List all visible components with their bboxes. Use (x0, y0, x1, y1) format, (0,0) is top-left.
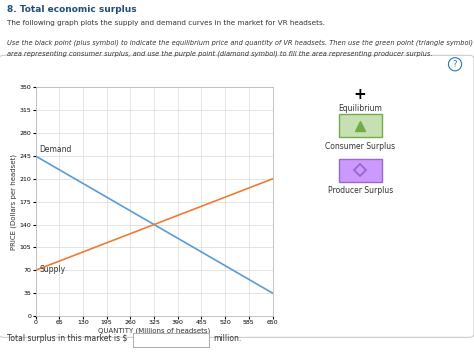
Text: The following graph plots the supply and demand curves in the market for VR head: The following graph plots the supply and… (7, 20, 325, 26)
Text: area representing consumer surplus, and use the purple point (diamond symbol) to: area representing consumer surplus, and … (7, 51, 433, 57)
Text: Producer Surplus: Producer Surplus (328, 186, 393, 196)
Text: ?: ? (453, 60, 457, 69)
Y-axis label: PRICE (Dollars per headset): PRICE (Dollars per headset) (10, 154, 17, 250)
Text: Supply: Supply (39, 265, 65, 273)
Text: Total surplus in this market is $: Total surplus in this market is $ (7, 334, 128, 343)
Text: Demand: Demand (39, 145, 72, 154)
Text: Use the black point (plus symbol) to indicate the equilibrium price and quantity: Use the black point (plus symbol) to ind… (7, 39, 474, 46)
X-axis label: QUANTITY (Millions of headsets): QUANTITY (Millions of headsets) (98, 328, 210, 335)
Text: 8. Total economic surplus: 8. Total economic surplus (7, 5, 137, 14)
Text: Equilibrium: Equilibrium (338, 104, 382, 114)
Text: million.: million. (213, 334, 242, 343)
Text: Consumer Surplus: Consumer Surplus (325, 142, 395, 151)
Text: +: + (354, 87, 366, 102)
